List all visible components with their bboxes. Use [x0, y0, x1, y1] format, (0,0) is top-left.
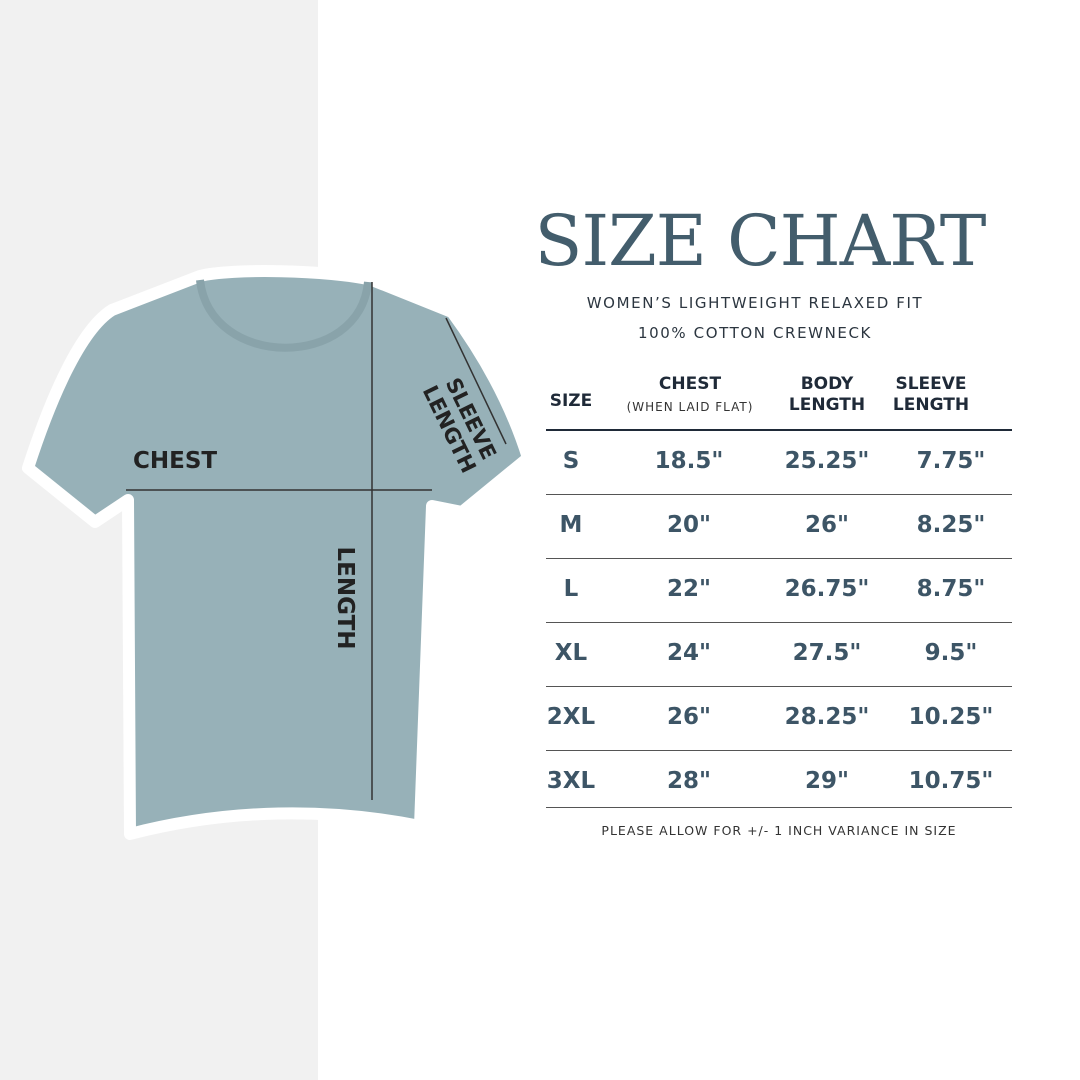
cell-chest: 24" [667, 640, 711, 666]
row-divider [546, 750, 1012, 751]
cell-sleeve-length: 10.25" [908, 704, 994, 730]
cell-body-length: 28.25" [784, 704, 870, 730]
cell-chest: 26" [667, 704, 711, 730]
cell-sleeve-length: 8.25" [916, 512, 986, 538]
cell-body-length: 26" [805, 512, 849, 538]
page-title: SIZE CHART [534, 200, 987, 282]
cell-sleeve-length: 7.75" [916, 448, 986, 474]
cell-size: 2XL [546, 704, 596, 730]
variance-note: PLEASE ALLOW FOR +/- 1 INCH VARIANCE IN … [601, 823, 957, 838]
header-sleeve-length: SLEEVE LENGTH [871, 374, 991, 416]
cell-chest: 18.5" [654, 448, 724, 474]
header-divider [546, 429, 1012, 431]
cell-size: M [559, 512, 583, 538]
length-label: LENGTH [332, 546, 358, 650]
cell-sleeve-length: 9.5" [924, 640, 978, 666]
row-divider [546, 494, 1012, 495]
header-chest-label: CHEST [658, 374, 722, 394]
cell-chest: 22" [667, 576, 711, 602]
cell-body-length: 27.5" [792, 640, 862, 666]
cell-body-length: 26.75" [784, 576, 870, 602]
cell-size: S [562, 448, 580, 474]
cell-body-length: 29" [805, 768, 849, 794]
cell-body-length: 25.25" [784, 448, 870, 474]
cell-sleeve-length: 10.75" [908, 768, 994, 794]
row-divider [546, 558, 1012, 559]
row-divider [546, 622, 1012, 623]
header-body-line2: LENGTH [788, 395, 866, 415]
tshirt-body [22, 265, 534, 840]
header-sleeve-line2: LENGTH [892, 395, 970, 415]
neckline [196, 279, 372, 352]
header-chest-note: (WHEN LAID FLAT) [626, 400, 754, 414]
header-sleeve-line1: SLEEVE [895, 374, 967, 394]
cell-chest: 28" [667, 768, 711, 794]
subtitle-line2: 100% COTTON CREWNECK [637, 324, 872, 342]
header-body-length: BODY LENGTH [767, 374, 887, 416]
chest-label: CHEST [133, 448, 218, 474]
tshirt-illustration [22, 265, 534, 840]
cell-size: XL [554, 640, 588, 666]
row-divider [546, 807, 1012, 808]
subtitle-line1: WOMEN’S LIGHTWEIGHT RELAXED FIT [586, 294, 924, 312]
header-size: SIZE [549, 391, 593, 411]
sleeve-line [445, 317, 507, 445]
row-divider [546, 686, 1012, 687]
cell-size: 3XL [546, 768, 596, 794]
cell-chest: 20" [667, 512, 711, 538]
cell-sleeve-length: 8.75" [916, 576, 986, 602]
header-chest: CHEST (WHEN LAID FLAT) [600, 374, 780, 418]
header-body-line1: BODY [800, 374, 854, 394]
cell-size: L [563, 576, 579, 602]
